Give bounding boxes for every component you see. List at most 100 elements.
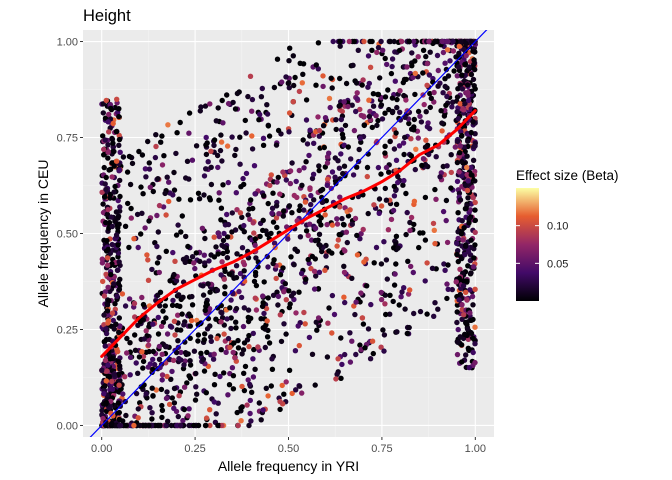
data-point [122,223,129,229]
data-point [332,174,338,180]
data-point [115,213,122,219]
data-point [384,276,390,282]
data-point [287,180,294,187]
data-point [404,330,410,337]
data-point [146,166,153,172]
data-point [448,185,454,191]
data-point [422,144,429,150]
data-point [171,400,178,406]
data-point [263,385,269,391]
x-tick-label: 1.00 [465,443,486,455]
data-point [456,50,462,56]
data-point [456,64,462,70]
data-point [213,411,219,417]
data-point [145,277,152,283]
data-point [472,324,478,330]
data-point [220,250,226,257]
data-point [471,57,477,63]
data-point [277,312,283,318]
data-point [166,198,172,205]
data-point [116,136,123,143]
data-point [146,218,152,224]
data-point [347,207,353,213]
data-point [313,62,319,68]
data-point [287,45,293,51]
data-point [111,281,117,287]
data-point [351,38,357,45]
data-point [461,225,467,231]
data-point [345,144,351,150]
data-point [102,181,108,187]
data-point [315,315,322,321]
data-point [158,139,164,145]
data-point [337,38,343,45]
data-point [251,230,257,236]
data-point [310,171,317,177]
data-point [156,356,163,362]
data-point [105,373,111,380]
data-point [204,140,210,146]
data-point [339,361,345,368]
data-point [433,154,439,160]
data-point [113,158,120,164]
data-point [159,377,165,383]
data-point [252,366,258,372]
data-point [322,212,328,218]
data-point [472,199,478,206]
data-point [117,422,123,429]
data-point [155,229,161,235]
data-point [276,211,282,217]
data-point [246,343,252,350]
data-point [104,262,111,268]
data-point [415,54,421,60]
data-point [195,332,202,338]
data-point [172,332,178,338]
y-axis: 0.00 0.25 0.50 0.75 1.00 [57,37,83,432]
data-point [339,131,346,138]
data-point [149,410,155,416]
data-point [299,80,305,86]
data-point [465,97,472,104]
data-point [472,229,478,236]
data-point [216,233,222,240]
data-point [397,88,403,94]
data-point [464,172,470,178]
data-point [390,207,397,214]
data-point [117,177,123,184]
data-point [382,110,388,116]
data-point [296,289,302,295]
data-point [250,205,256,212]
data-point [245,318,252,325]
data-point [138,184,144,190]
data-point [472,359,478,366]
data-point [155,314,161,321]
data-point [260,142,267,148]
data-point [260,227,266,234]
data-point [406,120,412,127]
data-point [171,187,178,193]
data-point [208,181,215,188]
data-point [426,38,432,45]
data-point [311,140,317,146]
data-point [374,138,380,145]
data-point [238,418,244,424]
data-point [241,268,247,274]
data-point [447,58,453,64]
data-point [127,340,133,346]
data-point [444,38,450,45]
data-point [224,234,231,240]
data-point [186,110,193,116]
data-point [383,197,390,203]
data-point [109,378,115,385]
data-point [173,349,180,356]
data-point [465,178,471,184]
data-point [313,82,319,88]
data-point [380,47,386,53]
data-point [296,167,302,174]
data-point [305,232,311,239]
data-point [187,323,193,329]
data-point [147,405,153,411]
data-point [375,117,381,124]
data-point [466,364,472,371]
data-point [292,348,299,354]
